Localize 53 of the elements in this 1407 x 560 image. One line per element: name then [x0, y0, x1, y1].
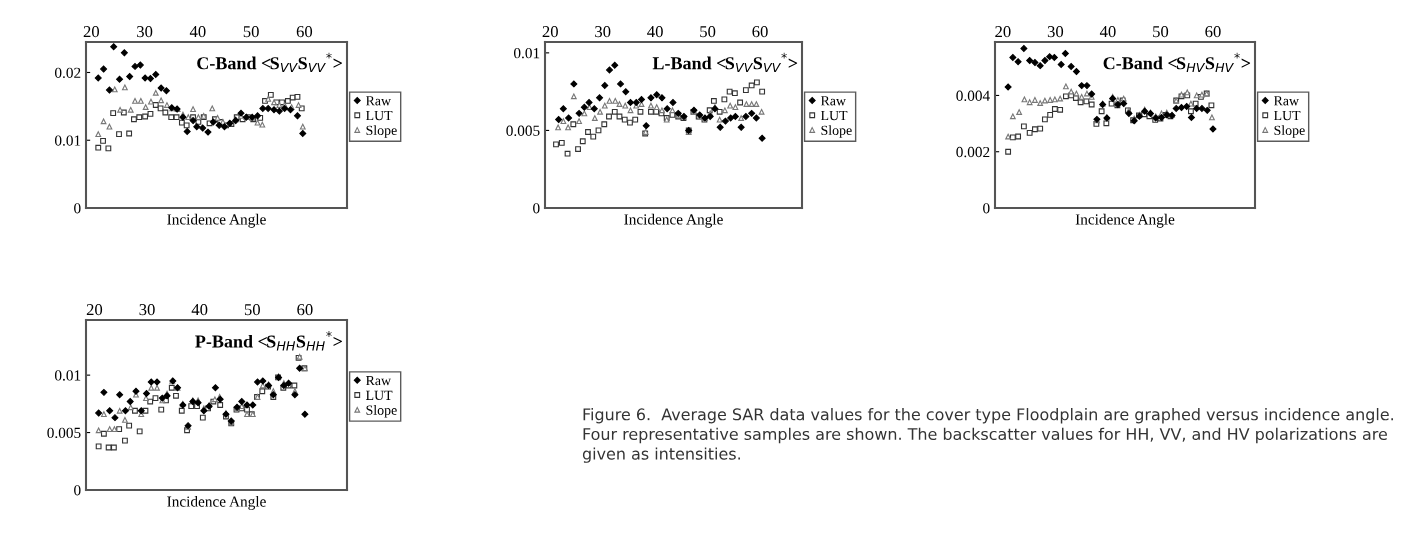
x-tick-label: 50	[243, 25, 259, 38]
legend-label: Raw	[820, 96, 846, 106]
x-axis-title: Incidence Angle	[167, 213, 266, 228]
x-tick-label: 60	[296, 25, 313, 38]
legend-label: Slope	[1274, 125, 1305, 138]
y-tick-label: 0	[533, 203, 540, 214]
x-tick-label: 60	[752, 25, 768, 38]
x-tick-label: 30	[139, 303, 155, 316]
x-tick-label: 40	[191, 303, 208, 316]
x-tick-label: 60	[297, 303, 313, 316]
y-tick-label: 0.005	[506, 125, 540, 136]
x-tick-label: 20	[86, 303, 103, 316]
caption: Figure 6. Average SAR data values for the cover type Floodplain are graphed versus incidence angle. Four representative samples are shown. The backscatter values for HH, VV, and HV polarizations are given as intensities.	[582, 408, 1393, 463]
x-tick-label: 30	[595, 25, 611, 38]
x-tick-label: 60	[1205, 25, 1221, 38]
x-tick-label: 20	[542, 25, 558, 38]
x-tick-label: 20	[995, 25, 1011, 38]
x-axis-title: Incidence Angle	[1075, 213, 1175, 228]
legend-label: Slope	[366, 125, 397, 138]
y-tick-label: 0	[74, 485, 81, 496]
text: P-Band <S$_{HH}$S$_{HH}$$^{*}$>	[195, 331, 342, 351]
y-tick-label: 0.005	[47, 427, 81, 439]
x-tick-label: 20	[83, 25, 100, 38]
text: L-Band <S$_{VV}$S$_{VV}$$^{*}$>	[652, 52, 798, 73]
y-tick-label: 0.004	[956, 90, 990, 101]
y-tick-label: 0.02	[54, 67, 81, 79]
text: C-Band <S$_{VV}$S$_{VV}$$^{*}$>	[197, 52, 342, 73]
legend-label: Raw	[1273, 96, 1299, 106]
legend-label: Raw	[365, 96, 391, 106]
legend-label: Slope	[366, 405, 397, 418]
x-axis-title: Incidence Angle	[624, 213, 723, 228]
x-tick-label: 40	[647, 25, 663, 38]
y-tick-label: 0.01	[54, 370, 81, 381]
legend-label: LUT	[365, 110, 393, 121]
x-axis-title: Incidence Angle	[167, 495, 266, 510]
y-tick-label: 0.01	[513, 48, 540, 59]
y-tick-label: 0	[74, 203, 81, 214]
x-tick-label: 50	[700, 25, 716, 38]
legend-label: LUT	[1273, 110, 1301, 121]
x-tick-label: 30	[137, 25, 153, 38]
legend-label: LUT	[365, 390, 393, 401]
x-tick-label: 50	[1153, 25, 1169, 38]
x-tick-label: 30	[1047, 25, 1064, 38]
y-tick-label: 0.01	[54, 135, 81, 146]
y-tick-label: 0	[983, 203, 990, 214]
legend-label: Slope	[821, 125, 852, 138]
x-tick-label: 50	[244, 303, 260, 316]
x-tick-label: 40	[1099, 25, 1116, 38]
x-tick-label: 40	[189, 25, 206, 38]
y-tick-label: 0.002	[956, 146, 990, 158]
text: C-Band <S$_{HV}$S$_{HV}$$^{*}$>	[1103, 52, 1251, 73]
legend-label: LUT	[820, 110, 848, 121]
legend-label: Raw	[365, 376, 391, 386]
